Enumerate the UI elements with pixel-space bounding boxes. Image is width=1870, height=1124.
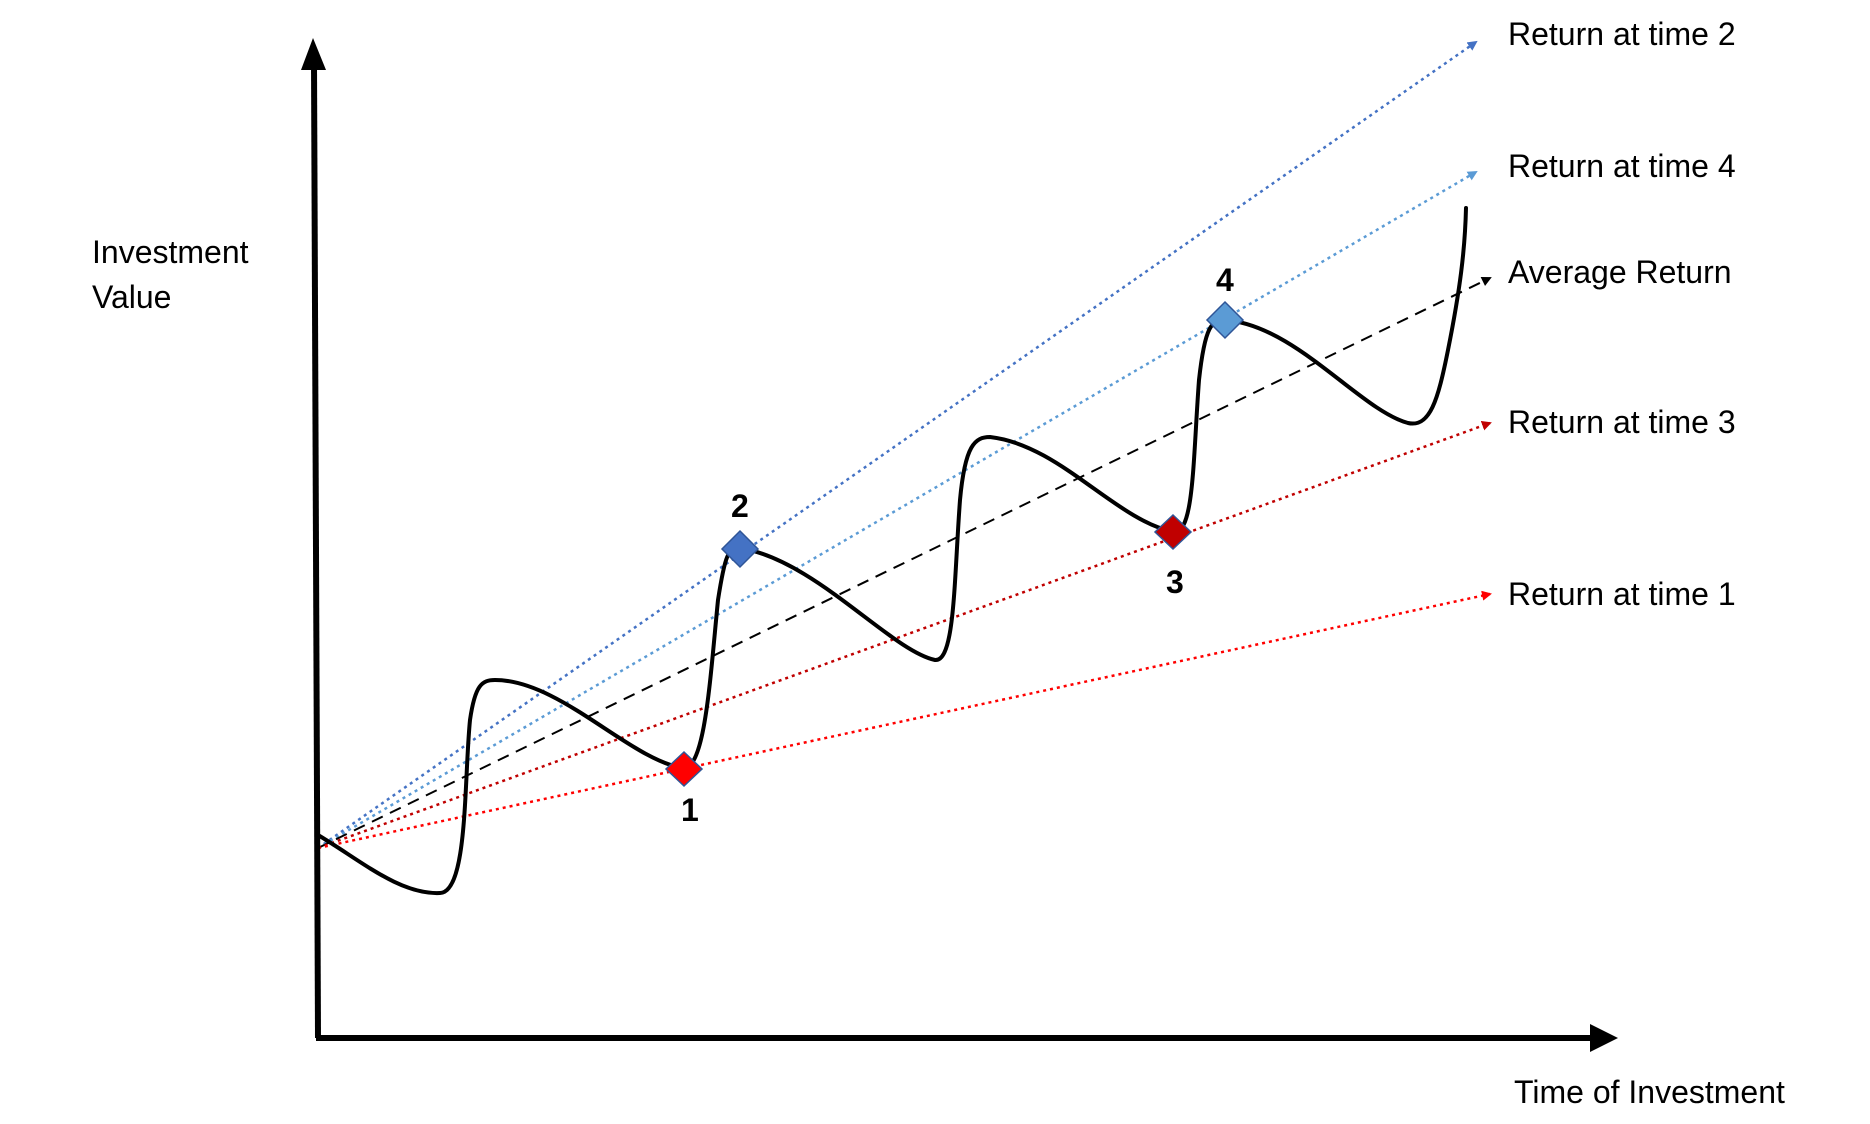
x-axis-label: Time of Investment	[1514, 1074, 1785, 1110]
return-at-time3-label: Return at time 3	[1508, 404, 1736, 440]
investment-value-curve	[316, 206, 1468, 896]
return-line-time4	[317, 170, 1478, 850]
point-marker-2	[720, 529, 760, 569]
return-line-time3	[317, 421, 1492, 850]
return-at-time4-label: Return at time 4	[1508, 148, 1736, 184]
x-axis-arrowhead	[1590, 1024, 1618, 1052]
point-marker-4	[1205, 300, 1245, 340]
y-axis-label-line1: Investment	[92, 234, 249, 270]
point-label-4: 4	[1216, 262, 1234, 298]
point-label-2: 2	[731, 488, 749, 524]
return-line-time1	[317, 590, 1492, 850]
point-label-1: 1	[681, 792, 699, 828]
return-at-time1-label: Return at time 1	[1508, 576, 1736, 612]
return-at-time2-label: Return at time 2	[1508, 16, 1736, 52]
return-line-average	[317, 277, 1492, 849]
return-line-time2	[317, 40, 1478, 850]
y-axis-label: Investment Value	[92, 230, 312, 320]
y-axis-arrowhead	[301, 38, 326, 70]
point-marker-3	[1153, 513, 1193, 551]
y-axis	[311, 61, 321, 1039]
point-label-3: 3	[1166, 564, 1184, 600]
average-return-label: Average Return	[1508, 254, 1732, 290]
point-marker-1	[664, 750, 704, 788]
y-axis-label-line2: Value	[92, 279, 172, 315]
